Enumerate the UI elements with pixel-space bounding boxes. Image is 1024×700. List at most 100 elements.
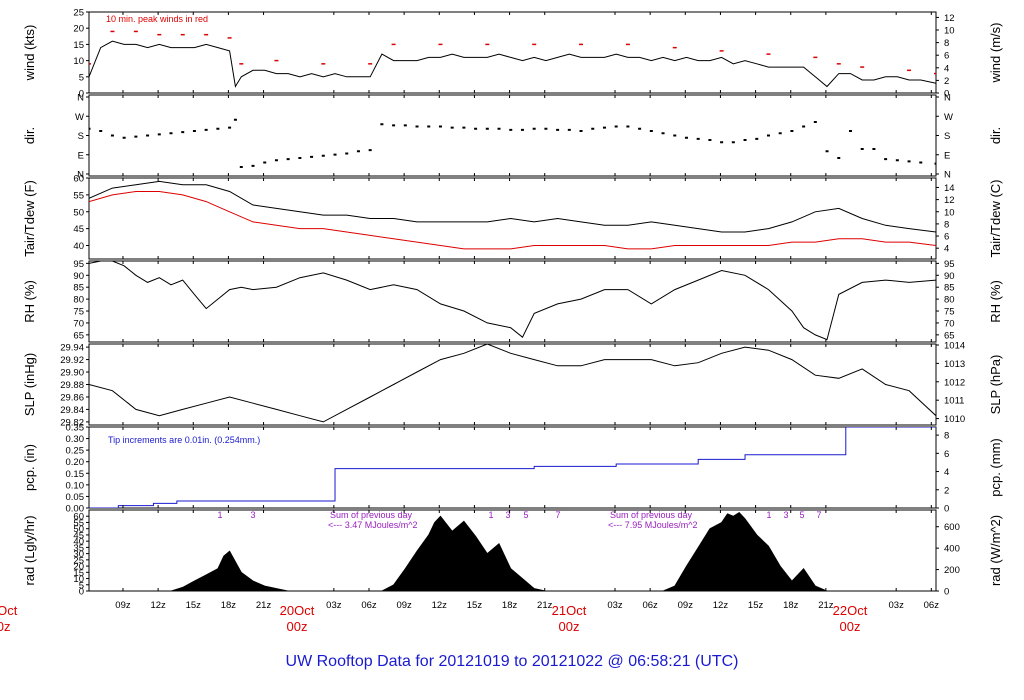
rad-daily-sum-value: <--- 7.95 MJoules/m^2 — [608, 520, 698, 530]
xtick-label: 03z — [326, 600, 342, 611]
dir-point — [427, 125, 431, 128]
pcp-ylabel-right: pcp. (mm) — [988, 438, 1003, 497]
dir-point — [509, 128, 513, 131]
dir-point — [99, 130, 103, 132]
pcp-ytick-left-label: 0.20 — [66, 457, 85, 468]
pcp-ytick-right-label: 4 — [944, 467, 949, 478]
day-label-21oct: 21Oct — [552, 603, 587, 618]
temp-ytick-left-label: 40 — [73, 241, 84, 252]
dir-point — [813, 121, 817, 123]
pcp-ytick-left-label: 0.05 — [66, 492, 85, 503]
dir-point — [233, 118, 237, 121]
rad-hour-marker: 3 — [250, 510, 255, 520]
rad-hour-marker: 1 — [766, 510, 771, 520]
dir-point — [239, 166, 243, 168]
pcp-ytick-right-label: 6 — [944, 449, 949, 460]
xtick-label: 21z — [818, 600, 834, 611]
pcp-ytick-right-label: 2 — [944, 485, 949, 496]
rh-ytick-right-label: 65 — [944, 330, 955, 341]
dir-point — [755, 137, 759, 140]
dir-point — [110, 134, 114, 137]
rh-ytick-left-label: 75 — [73, 307, 84, 318]
xtick-label: 12z — [432, 600, 448, 611]
rad-ytick-right-label: 600 — [944, 522, 960, 533]
pcp-annotation: Tip increments are 0.01in. (0.254mm.) — [108, 435, 260, 445]
day-sublabel-22oct: 00z — [840, 619, 861, 634]
rad-hour-marker: 3 — [505, 510, 510, 520]
dir-point — [403, 124, 407, 127]
wind-ytick-left-label: 25 — [73, 8, 84, 19]
rad-ytick-right-label: 200 — [944, 565, 960, 576]
dir-point — [333, 153, 337, 156]
dir-point — [544, 127, 548, 130]
slp-ytick-left-label: 29.94 — [60, 343, 84, 354]
temp-ytick-right-label: 4 — [944, 244, 949, 255]
wind-ytick-left-label: 0 — [79, 89, 84, 100]
temp-ylabel-left: Tair/Tdew (F) — [22, 180, 37, 257]
dir-ytick-right-label: E — [944, 150, 950, 161]
dir-point — [274, 159, 278, 162]
xtick-label: 15z — [748, 600, 764, 611]
dir-ytick-right-label: N — [944, 170, 951, 181]
dir-point — [872, 148, 876, 150]
rad-hour-marker: 1 — [488, 510, 493, 520]
dir-point — [649, 130, 653, 132]
rad-daily-sum-title: Sum of previous day — [330, 510, 413, 520]
dir-point — [450, 126, 454, 129]
dir-point — [614, 125, 618, 128]
dir-point — [532, 127, 536, 130]
wind-ytick-left-label: 5 — [79, 72, 84, 83]
slp-ytick-right-label: 1013 — [944, 359, 965, 370]
dir-ylabel-right: dir. — [988, 127, 1003, 144]
dir-point — [310, 155, 314, 158]
temp-ytick-right-label: 6 — [944, 232, 949, 243]
pcp-ytick-right-label: 8 — [944, 431, 949, 442]
dir-point — [134, 135, 138, 138]
rh-panel-frame — [88, 260, 937, 343]
dir-point — [720, 141, 724, 144]
rad-hour-marker: 1 — [217, 510, 222, 520]
day-sublabel-20oct: 00z — [287, 619, 308, 634]
wind-ytick-right-label: 2 — [944, 76, 949, 87]
temp-ytick-right-label: 10 — [944, 207, 955, 218]
dir-point — [356, 150, 360, 153]
rad-ytick-left-label: 50 — [73, 524, 84, 535]
xtick-label: 09z — [678, 600, 694, 611]
dir-point — [228, 126, 232, 129]
rad-ytick-left-label: 0 — [79, 587, 84, 598]
dir-point — [146, 134, 150, 137]
wind-ytick-right-label: 8 — [944, 38, 949, 49]
rh-ytick-left-label: 80 — [73, 295, 84, 306]
dir-point — [392, 124, 396, 127]
dir-point — [907, 160, 911, 163]
dir-point — [415, 125, 419, 128]
dir-point — [157, 133, 161, 136]
pcp-ytick-left-label: 0.15 — [66, 469, 85, 480]
rh-ytick-right-label: 95 — [944, 259, 955, 270]
wind-ytick-right-label: 12 — [944, 13, 955, 24]
dir-point — [567, 128, 571, 131]
pcp-panel-frame — [88, 426, 937, 509]
slp-ytick-left-label: 29.92 — [60, 355, 84, 366]
slp-ytick-left-label: 29.86 — [60, 392, 84, 403]
pcp-ytick-left-label: 0.00 — [66, 504, 85, 515]
dir-point — [298, 157, 302, 159]
rad-hour-marker: 7 — [555, 510, 560, 520]
day-label-19oct: 19Oct — [0, 603, 18, 618]
temp-panel-frame — [88, 177, 937, 260]
temp-series-tair — [89, 180, 936, 233]
dir-point — [474, 127, 478, 130]
rad-ytick-left-label: 40 — [73, 537, 84, 548]
pcp-ytick-left-label: 0.25 — [66, 446, 85, 457]
rad-series-radiation — [89, 511, 936, 591]
day-sublabel-19oct: 00z — [0, 619, 10, 634]
slp-ytick-right-label: 1014 — [944, 340, 965, 351]
dir-point — [462, 126, 466, 129]
rad-hour-marker: 7 — [816, 510, 821, 520]
slp-ylabel-right: SLP (hPa) — [988, 355, 1003, 415]
dir-ytick-right-label: S — [944, 131, 950, 142]
pcp-ytick-left-label: 0.35 — [66, 423, 85, 434]
rad-ytick-left-label: 35 — [73, 543, 84, 554]
dir-point — [626, 125, 630, 128]
